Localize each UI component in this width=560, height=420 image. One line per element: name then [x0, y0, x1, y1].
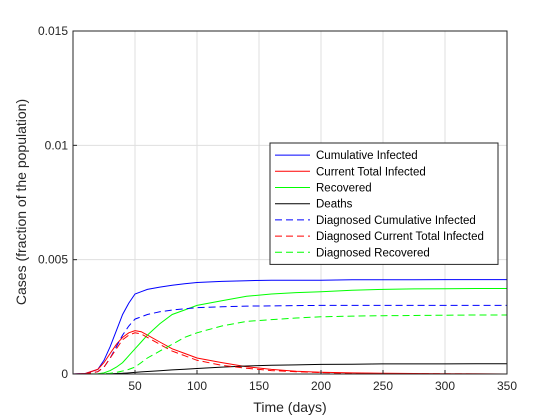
x-tick-label: 300 [435, 379, 455, 393]
series-line-diagnosed-current-total-infected [72, 332, 507, 375]
series-line-diagnosed-recovered [73, 314, 507, 375]
legend: Cumulative Infected Current Total Infecte… [269, 142, 499, 265]
x-tick-label: 50 [128, 379, 142, 393]
x-tick-label: 100 [187, 379, 207, 393]
legend-label-current-total-infected: Current Total Infected [316, 166, 426, 178]
x-tick-label: 250 [373, 379, 393, 393]
legend-label-diagnosed-current-total-infected: Diagnosed Current Total Infected [316, 231, 484, 243]
legend-label-cumulative-infected: Cumulative Infected [316, 150, 418, 162]
y-tick-label: 0.01 [45, 138, 69, 152]
y-tick-label: 0 [61, 367, 68, 381]
series-line-recovered [73, 288, 507, 375]
series-line-cumulative-infected [72, 279, 507, 375]
legend-label-deaths: Deaths [316, 199, 353, 211]
series-line-current-total-infected [72, 330, 508, 375]
x-tick-label: 350 [497, 379, 517, 393]
legend-label-diagnosed-cumulative-infected: Diagnosed Cumulative Infected [316, 215, 476, 227]
legend-label-recovered: Recovered [316, 183, 372, 195]
legend-label-diagnosed-recovered: Diagnosed Recovered [316, 247, 430, 259]
y-axis-label: Cases (fraction of the population) [13, 99, 29, 305]
x-tick-label: 200 [311, 379, 331, 393]
y-tick-label: 0.005 [38, 253, 68, 267]
x-tick-label: 150 [249, 379, 269, 393]
ticks: 50 100 150 200 250 300 350 0 0.005 0.01 0.015 [38, 24, 517, 393]
plot-frame [72, 30, 508, 375]
x-axis-label: Time (days) [253, 399, 326, 415]
y-tick-label: 0.015 [38, 24, 68, 38]
